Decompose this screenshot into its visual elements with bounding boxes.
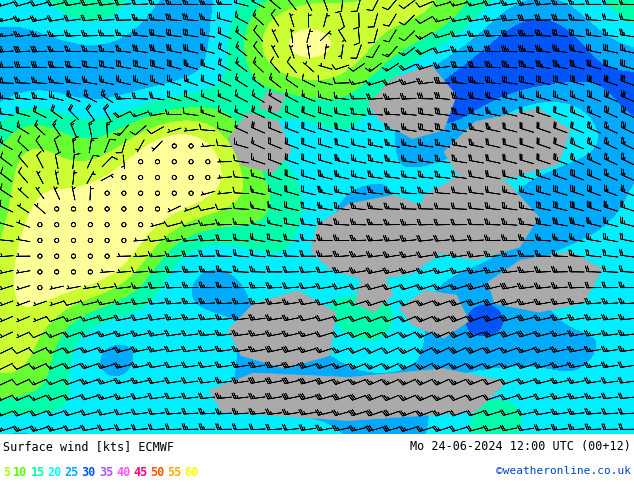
Text: 55: 55 [167,466,181,479]
Text: Surface wind [kts] ECMWF: Surface wind [kts] ECMWF [3,440,174,453]
Text: 35: 35 [99,466,113,479]
Text: 50: 50 [150,466,164,479]
Polygon shape [228,291,336,368]
Polygon shape [228,113,292,173]
Polygon shape [368,65,456,139]
Polygon shape [311,195,444,282]
Text: 10: 10 [13,466,27,479]
Text: 15: 15 [30,466,44,479]
Polygon shape [488,251,602,312]
Text: 45: 45 [133,466,147,479]
Text: ©weatheronline.co.uk: ©weatheronline.co.uk [496,466,631,476]
Text: 5: 5 [3,466,10,479]
Polygon shape [399,291,469,338]
Polygon shape [260,91,285,113]
Polygon shape [444,108,571,182]
Text: 40: 40 [116,466,130,479]
Text: Mo 24-06-2024 12:00 UTC (00+12): Mo 24-06-2024 12:00 UTC (00+12) [410,440,631,453]
Polygon shape [412,173,539,260]
Text: 25: 25 [65,466,79,479]
Text: 20: 20 [48,466,61,479]
Text: 60: 60 [184,466,198,479]
Text: 30: 30 [82,466,96,479]
Polygon shape [355,269,393,312]
Polygon shape [209,368,507,420]
